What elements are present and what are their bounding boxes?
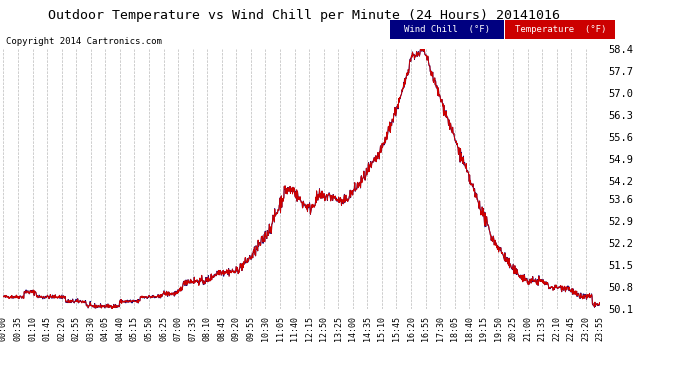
Text: Copyright 2014 Cartronics.com: Copyright 2014 Cartronics.com [6,38,161,46]
Text: Wind Chill  (°F): Wind Chill (°F) [404,25,490,34]
Text: Outdoor Temperature vs Wind Chill per Minute (24 Hours) 20141016: Outdoor Temperature vs Wind Chill per Mi… [48,9,560,22]
Text: Temperature  (°F): Temperature (°F) [515,25,606,34]
